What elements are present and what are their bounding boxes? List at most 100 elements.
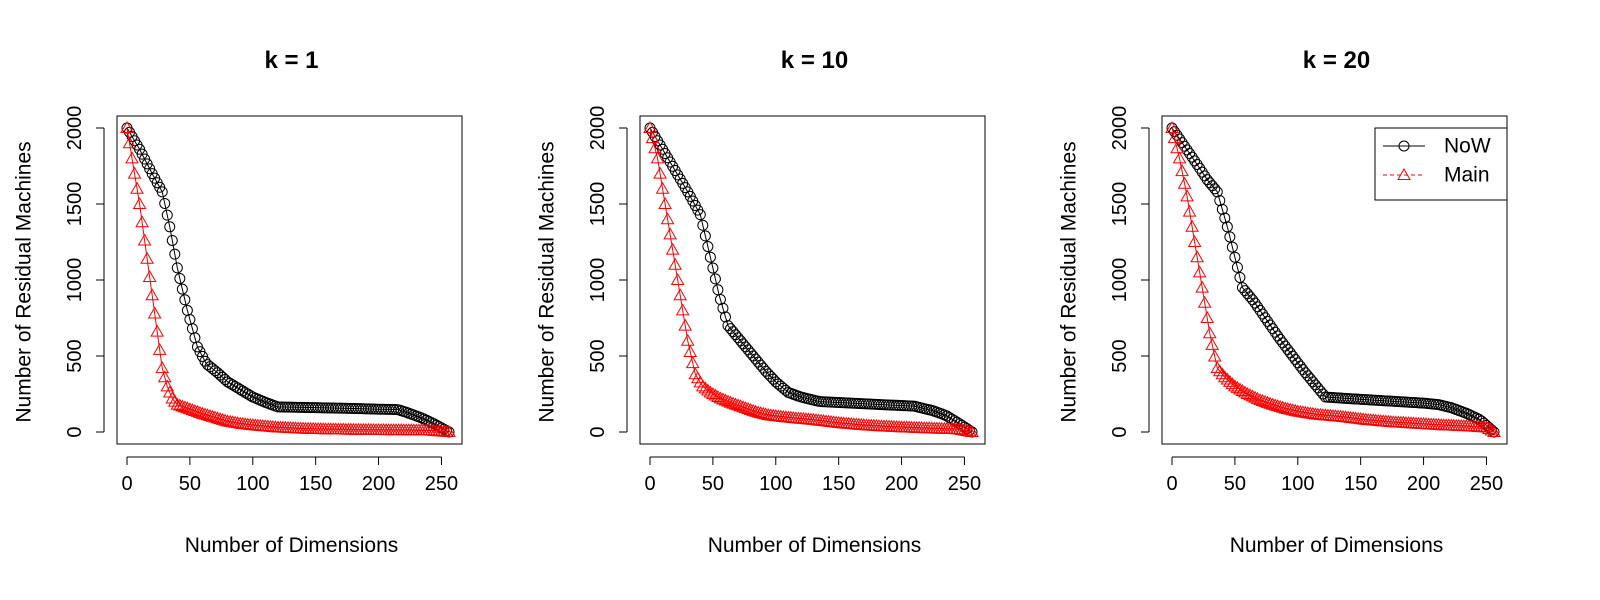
data-point	[157, 370, 172, 383]
data-point	[125, 151, 139, 164]
data-point	[709, 273, 721, 285]
data-point	[695, 379, 710, 392]
data-point	[1212, 364, 1227, 377]
data-point	[1219, 212, 1231, 224]
legend-marker	[1397, 167, 1411, 180]
data-point	[1167, 131, 1182, 144]
series-now	[644, 122, 978, 438]
data-point	[1190, 250, 1205, 263]
data-point	[1479, 420, 1494, 433]
data-point	[1482, 421, 1496, 434]
data-point	[1222, 374, 1237, 387]
plot-box	[116, 115, 463, 445]
data-point	[152, 342, 167, 355]
data-point	[1226, 241, 1238, 253]
data-point	[697, 219, 709, 231]
data-point	[1200, 310, 1215, 323]
data-point	[1192, 265, 1207, 278]
data-point	[135, 215, 149, 228]
data-point	[965, 424, 979, 437]
x-tick-label: 100	[759, 473, 792, 495]
data-point	[660, 212, 675, 225]
data-point	[1254, 304, 1266, 316]
data-point	[668, 257, 683, 270]
data-point	[1184, 148, 1196, 160]
data-point	[1210, 361, 1225, 374]
data-point	[703, 385, 718, 398]
data-point	[680, 333, 695, 346]
x-tick-label: 150	[822, 473, 855, 495]
data-point	[176, 283, 188, 295]
data-point	[142, 269, 157, 282]
data-point	[1487, 424, 1501, 437]
data-point	[685, 356, 700, 369]
y-tick-label: 1000	[64, 258, 86, 303]
y-tick-label: 500	[64, 339, 86, 372]
y-tick-label: 0	[1109, 426, 1131, 437]
data-point	[150, 324, 165, 337]
data-point	[140, 251, 154, 264]
data-point	[1186, 151, 1198, 163]
series-now	[1166, 122, 1500, 438]
x-tick-label: 0	[1166, 473, 1177, 495]
data-point	[700, 383, 715, 396]
data-point	[166, 234, 178, 246]
data-point	[650, 151, 665, 164]
legend-box	[1374, 127, 1508, 201]
data-point	[699, 230, 711, 242]
data-point	[1216, 203, 1228, 215]
data-point	[719, 311, 731, 323]
y-tick-label: 500	[1109, 339, 1131, 372]
plot-box	[1161, 115, 1508, 445]
data-point	[663, 227, 677, 240]
series-main	[1165, 120, 1501, 437]
data-point	[708, 388, 723, 401]
data-point	[1182, 204, 1197, 217]
data-point	[1262, 315, 1274, 327]
data-point	[1257, 308, 1269, 320]
data-point	[1215, 367, 1230, 380]
data-point	[244, 390, 256, 402]
plot-box	[639, 115, 986, 445]
data-point	[127, 166, 142, 179]
data-point	[1233, 382, 1247, 395]
x-axis-label: Number of Dimensions	[1230, 534, 1444, 557]
data-point	[161, 209, 173, 221]
data-point	[1214, 195, 1226, 207]
data-point	[1187, 234, 1202, 247]
data-point	[655, 181, 670, 194]
data-point	[1181, 144, 1193, 156]
data-point	[1234, 271, 1246, 283]
data-point	[717, 302, 729, 314]
data-point	[1228, 379, 1242, 392]
data-point	[147, 306, 162, 319]
y-tick-label: 2000	[587, 106, 609, 151]
data-point	[1209, 183, 1221, 195]
x-tick-label: 150	[1344, 473, 1377, 495]
data-point	[648, 141, 662, 154]
x-tick-label: 50	[1224, 473, 1246, 495]
data-point	[653, 166, 667, 179]
data-point	[179, 294, 191, 306]
data-point	[1225, 377, 1240, 390]
data-point	[698, 381, 713, 394]
data-point	[1177, 176, 1192, 189]
data-point	[707, 262, 719, 274]
data-point	[169, 248, 181, 260]
data-point	[665, 242, 680, 255]
series-main	[120, 120, 456, 437]
data-point	[1172, 151, 1187, 164]
series-main	[643, 120, 979, 437]
data-point	[1197, 295, 1212, 308]
x-tick-label: 200	[885, 473, 918, 495]
data-point	[156, 186, 168, 198]
legend-marker	[1398, 140, 1410, 152]
data-point	[1235, 383, 1250, 396]
data-point	[137, 233, 152, 246]
y-tick-label: 1000	[587, 258, 609, 303]
data-point	[1205, 337, 1220, 350]
x-tick-label: 0	[644, 473, 655, 495]
chart-title: k = 20	[1303, 47, 1370, 74]
data-point	[1207, 349, 1222, 362]
data-point	[442, 424, 456, 437]
